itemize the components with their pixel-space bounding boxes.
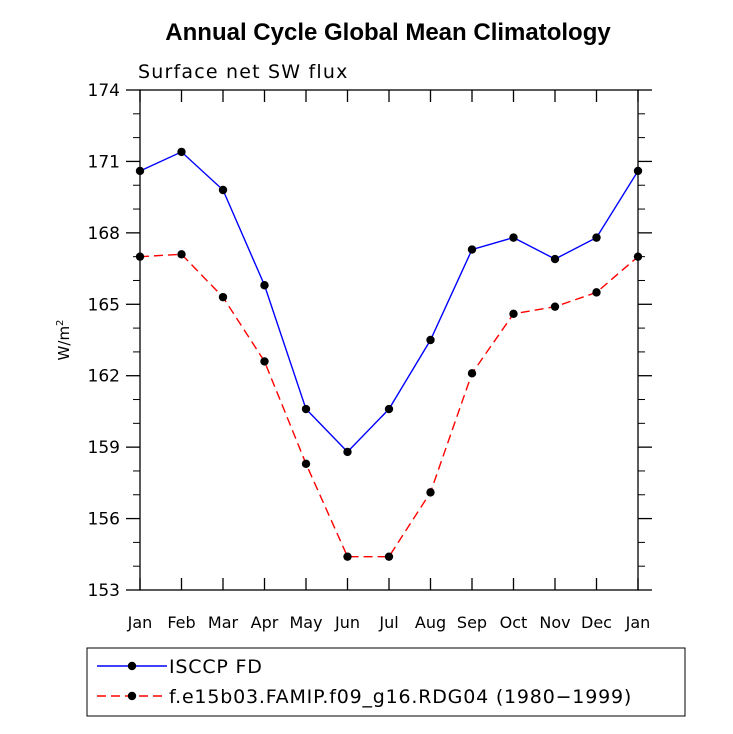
x-tick-label: Jan: [127, 613, 153, 632]
data-point-series-1: [426, 335, 435, 345]
y-tick-label: 159: [88, 438, 120, 458]
data-point-series-2: [301, 459, 311, 469]
x-tick-label: Sep: [457, 613, 487, 632]
data-point-series-2: [384, 552, 394, 561]
legend-label-2: f.e15b03.FAMIP.f09_g16.RDG04 (1980−1999): [169, 686, 632, 708]
y-tick-label: 162: [88, 367, 120, 387]
data-point-series-1: [384, 404, 394, 414]
data-point-series-1: [467, 245, 477, 254]
y-axis-label: W/m2: [55, 320, 73, 361]
chart-subtitle: Surface net SW flux: [138, 61, 349, 83]
data-point-series-1: [218, 185, 228, 195]
data-point-series-2: [343, 552, 352, 561]
y-tick-label: 174: [88, 81, 120, 101]
x-tick-label: Jul: [378, 613, 398, 632]
data-point-series-2: [177, 250, 186, 259]
data-point-series-1: [301, 404, 311, 414]
legend-box: [86, 647, 686, 717]
legend: ISCCP FD f.e15b03.FAMIP.f09_g16.RDG04 (19…: [86, 647, 686, 717]
x-axis-ticks: Jan Feb Mar Apr May Jun Jul Aug Sep Oct Nov Dec Jan: [127, 90, 651, 632]
data-point-series-1: [509, 233, 518, 242]
x-tick-label: Feb: [167, 613, 195, 632]
y-tick-label: 165: [88, 295, 120, 315]
data-point-series-1: [592, 233, 601, 242]
chart-title: Annual Cycle Global Mean Climatology: [165, 19, 611, 46]
data-point-series-2: [509, 309, 518, 319]
legend-marker-2: [127, 691, 137, 701]
data-point-series-1: [550, 254, 560, 264]
data-point-series-2: [550, 302, 560, 311]
x-tick-label: Apr: [251, 613, 279, 632]
data-point-series-2: [592, 288, 601, 297]
x-tick-label: Jun: [334, 613, 360, 632]
plot-frame: [139, 89, 639, 591]
data-point-series-2: [426, 488, 435, 497]
data-point-series-1: [260, 281, 269, 290]
y-axis-ticks: 153 156 159 162 165 168 171 174: [88, 81, 652, 601]
y-tick-label: 168: [88, 224, 120, 244]
x-tick-label: Nov: [539, 613, 570, 632]
y-axis-label-text: W/m: [55, 326, 73, 361]
x-tick-label: Oct: [500, 613, 528, 632]
data-point-series-1: [343, 447, 352, 457]
data-point-series-2: [218, 292, 228, 302]
data-point-series-2: [260, 357, 269, 366]
x-tick-label: Dec: [581, 613, 612, 632]
y-axis-label-superscript: 2: [55, 320, 66, 326]
data-point-series-2: [467, 369, 477, 378]
x-tick-label: Jan: [625, 613, 651, 632]
y-tick-label: 171: [88, 152, 120, 172]
legend-items: ISCCP FD f.e15b03.FAMIP.f09_g16.RDG04 (19…: [97, 656, 632, 708]
legend-marker-1: [127, 661, 137, 671]
data-point-series-1: [177, 147, 186, 157]
y-tick-label: 153: [88, 581, 120, 601]
x-tick-label: Aug: [415, 613, 446, 632]
x-tick-label: Mar: [208, 613, 239, 632]
series-layer: [135, 147, 643, 561]
y-tick-label: 156: [88, 510, 120, 530]
x-tick-label: May: [289, 613, 322, 632]
legend-label-1: ISCCP FD: [169, 656, 263, 678]
